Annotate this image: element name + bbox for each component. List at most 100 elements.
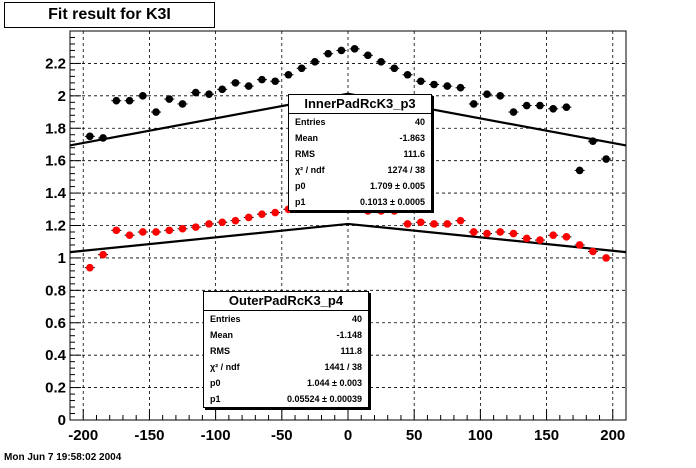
stat-row: Mean -1.148 bbox=[204, 327, 368, 343]
y-tick-label: 1.6 bbox=[45, 153, 66, 170]
stat-value: 0.05524 ± 0.00039 bbox=[286, 394, 362, 404]
stat-row: p1 0.1013 ± 0.0005 bbox=[289, 194, 431, 210]
x-tick-label: 150 bbox=[534, 427, 559, 444]
data-point bbox=[99, 250, 107, 259]
x-tick-label: 200 bbox=[600, 427, 625, 444]
stat-row: p0 1.044 ± 0.003 bbox=[204, 375, 368, 391]
stat-label: p0 bbox=[295, 181, 306, 191]
data-point bbox=[139, 92, 147, 100]
data-point bbox=[165, 95, 174, 103]
stat-row: Mean -1.863 bbox=[289, 130, 431, 146]
data-point bbox=[456, 83, 465, 92]
x-tick-label: 100 bbox=[468, 427, 493, 444]
data-point bbox=[443, 82, 452, 90]
y-tick-label: 1 bbox=[58, 250, 66, 267]
data-point bbox=[350, 45, 359, 53]
data-point bbox=[417, 218, 425, 227]
statbox-rows: Entries 40 Mean -1.148 RMS 111.8 χ² / ndf 1441 … bbox=[204, 311, 368, 407]
data-point bbox=[483, 90, 491, 99]
x-tick-label: 50 bbox=[406, 427, 423, 444]
data-point bbox=[589, 137, 597, 146]
data-point bbox=[469, 100, 478, 108]
data-point bbox=[191, 88, 200, 97]
stat-row: χ² / ndf 1274 / 38 bbox=[289, 162, 431, 178]
data-point bbox=[112, 96, 121, 105]
stat-label: Mean bbox=[210, 330, 234, 340]
data-point bbox=[549, 105, 557, 113]
y-tick-label: 0.8 bbox=[45, 282, 66, 299]
stat-value: 40 bbox=[351, 314, 362, 324]
data-point bbox=[602, 254, 610, 262]
data-point bbox=[86, 263, 94, 272]
data-point bbox=[575, 166, 584, 175]
data-point bbox=[430, 80, 438, 89]
data-point bbox=[178, 224, 187, 233]
y-tick-label: 1.8 bbox=[45, 120, 66, 137]
y-tick-label: 0.4 bbox=[45, 347, 67, 364]
data-point bbox=[443, 220, 452, 228]
data-point bbox=[509, 108, 518, 116]
x-tick-label: -150 bbox=[134, 427, 164, 444]
stat-label: RMS bbox=[295, 149, 315, 159]
stat-row: p1 0.05524 ± 0.00039 bbox=[204, 391, 368, 407]
stat-label: Entries bbox=[210, 314, 241, 324]
stat-label: p1 bbox=[295, 197, 306, 207]
y-tick-label: 0.6 bbox=[45, 315, 66, 332]
data-point bbox=[205, 220, 213, 228]
stat-label: Mean bbox=[295, 133, 319, 143]
chart-title-text: Fit result for K3I bbox=[48, 6, 171, 23]
data-point bbox=[337, 46, 346, 55]
data-point bbox=[522, 101, 531, 110]
stat-row: Entries 40 bbox=[204, 311, 368, 327]
data-point bbox=[562, 103, 571, 111]
stat-label: p0 bbox=[210, 378, 221, 388]
x-tick-label: -200 bbox=[68, 427, 98, 444]
y-tick-label: 0 bbox=[58, 412, 66, 429]
x-tick-label: 0 bbox=[344, 427, 352, 444]
data-point bbox=[99, 134, 107, 142]
data-point bbox=[218, 85, 227, 94]
data-point bbox=[430, 220, 438, 228]
stat-row: χ² / ndf 1441 / 38 bbox=[204, 359, 368, 375]
y-tick-label: 1.2 bbox=[45, 218, 66, 235]
data-point bbox=[271, 208, 279, 217]
statbox-title: OuterPadRcK3_p4 bbox=[204, 292, 368, 311]
data-point bbox=[152, 108, 160, 116]
stat-value: 1.044 ± 0.003 bbox=[307, 378, 362, 388]
data-point bbox=[112, 226, 121, 235]
data-point bbox=[364, 51, 372, 60]
statbox-title: InnerPadRcK3_p3 bbox=[289, 95, 431, 114]
data-point bbox=[483, 229, 491, 238]
data-point bbox=[258, 75, 266, 84]
statbox-outer: OuterPadRcK3_p4 Entries 40 Mean -1.148 RMS 11… bbox=[203, 291, 369, 408]
statbox-rows: Entries 40 Mean -1.863 RMS 111.6 χ² / ndf 1274 … bbox=[289, 114, 431, 210]
data-point bbox=[125, 96, 134, 105]
data-point bbox=[456, 216, 465, 225]
stat-value: -1.148 bbox=[336, 330, 362, 340]
data-point bbox=[86, 132, 94, 141]
data-point bbox=[522, 234, 531, 243]
data-point bbox=[139, 228, 147, 236]
data-point bbox=[311, 57, 319, 66]
data-point bbox=[218, 218, 227, 227]
data-point bbox=[390, 64, 399, 73]
stat-value: 111.6 bbox=[403, 149, 425, 159]
stat-value: 1441 / 38 bbox=[324, 362, 362, 372]
data-point bbox=[417, 77, 425, 86]
data-point bbox=[509, 229, 518, 238]
x-tick-label: -100 bbox=[201, 427, 231, 444]
stat-row: RMS 111.8 bbox=[204, 343, 368, 359]
data-point bbox=[258, 210, 266, 218]
data-point bbox=[496, 92, 505, 100]
stat-label: χ² / ndf bbox=[295, 165, 325, 175]
statbox-inner: InnerPadRcK3_p3 Entries 40 Mean -1.863 RMS 11… bbox=[288, 94, 432, 211]
stat-row: p0 1.709 ± 0.005 bbox=[289, 178, 431, 194]
stat-value: 1274 / 38 bbox=[387, 165, 425, 175]
stat-value: -1.863 bbox=[399, 133, 425, 143]
data-point bbox=[602, 155, 610, 163]
y-tick-label: 1.4 bbox=[45, 185, 67, 202]
data-point bbox=[205, 90, 213, 99]
y-tick-label: 0.2 bbox=[45, 380, 66, 397]
stat-label: Entries bbox=[295, 117, 326, 127]
data-point bbox=[536, 101, 544, 110]
